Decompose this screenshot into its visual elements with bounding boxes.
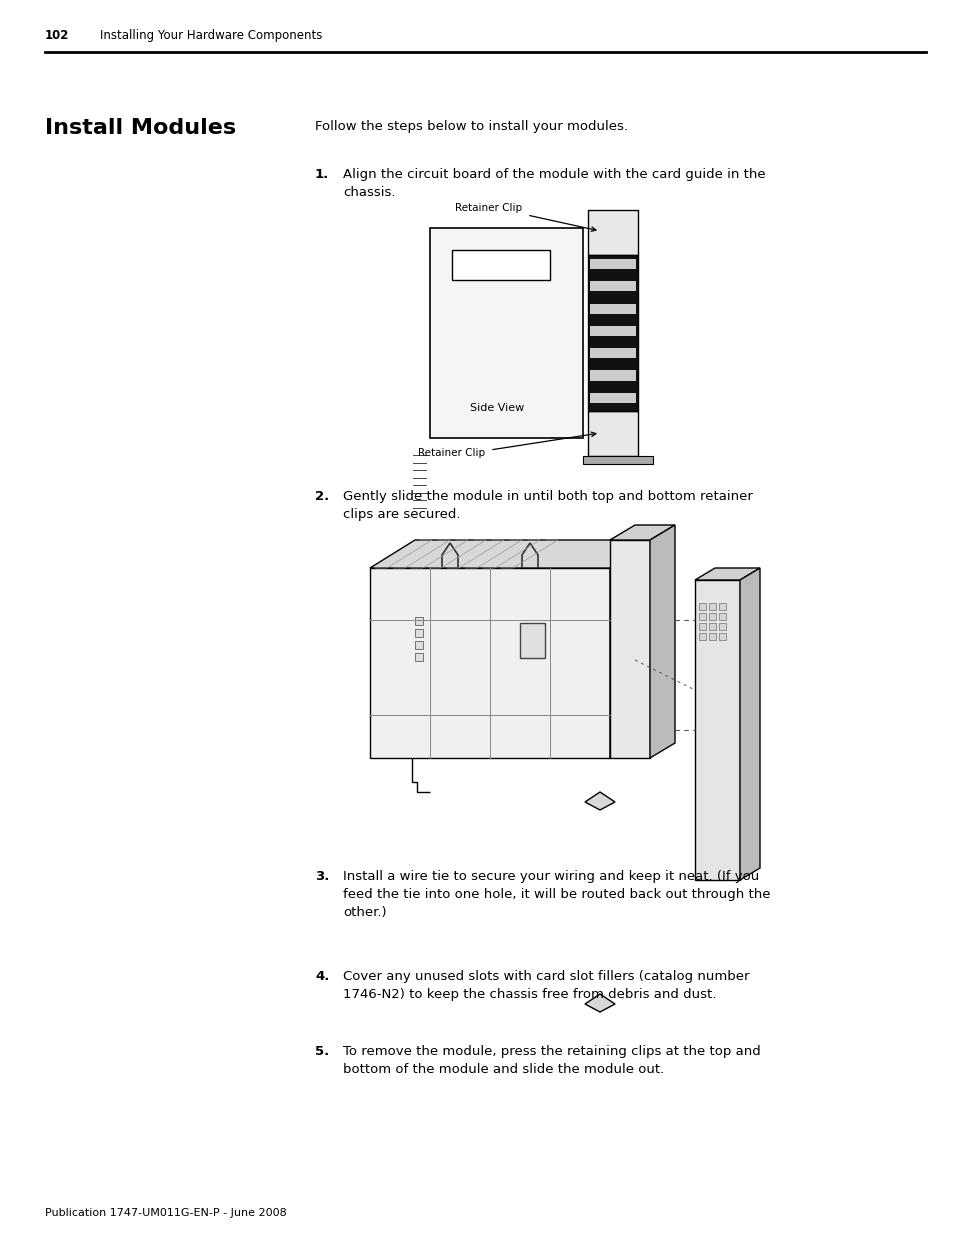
Text: 3.: 3. — [314, 869, 329, 883]
Polygon shape — [695, 580, 740, 881]
Bar — [452, 249, 550, 280]
Text: Installing Your Hardware Components: Installing Your Hardware Components — [100, 28, 322, 42]
Bar — [415, 629, 422, 637]
Text: Follow the steps below to install your modules.: Follow the steps below to install your m… — [314, 120, 627, 133]
Bar — [699, 613, 705, 620]
Bar — [589, 326, 636, 336]
Text: 2.: 2. — [314, 490, 329, 503]
Bar — [699, 603, 705, 610]
Text: Install a wire tie to secure your wiring and keep it neat. (If you
feed the tie : Install a wire tie to secure your wiring… — [343, 869, 770, 919]
Text: Retainer Clip: Retainer Clip — [455, 203, 521, 212]
Bar — [589, 370, 636, 380]
Polygon shape — [649, 525, 675, 758]
Bar — [587, 210, 638, 254]
Bar — [708, 634, 716, 640]
Text: 5.: 5. — [314, 1045, 329, 1058]
Text: To remove the module, press the retaining clips at the top and
bottom of the mod: To remove the module, press the retainin… — [343, 1045, 760, 1076]
Polygon shape — [609, 540, 649, 758]
Polygon shape — [695, 568, 760, 580]
Polygon shape — [370, 568, 609, 758]
Bar — [708, 622, 716, 630]
Bar — [589, 282, 636, 291]
Text: Publication 1747-UM011G-EN-P - June 2008: Publication 1747-UM011G-EN-P - June 2008 — [45, 1208, 287, 1218]
Bar — [719, 634, 725, 640]
Text: Side View: Side View — [470, 403, 524, 412]
Polygon shape — [584, 994, 615, 1011]
Polygon shape — [609, 540, 655, 758]
Bar — [589, 393, 636, 403]
Polygon shape — [584, 792, 615, 810]
Text: Cover any unused slots with card slot fillers (catalog number
1746-N2) to keep t: Cover any unused slots with card slot fi… — [343, 969, 749, 1002]
Bar — [415, 653, 422, 661]
Polygon shape — [609, 525, 675, 540]
Text: 4.: 4. — [314, 969, 329, 983]
Bar — [589, 348, 636, 358]
Bar — [699, 634, 705, 640]
Bar — [415, 618, 422, 625]
Bar — [589, 304, 636, 314]
Bar — [589, 259, 636, 269]
Bar — [719, 622, 725, 630]
Bar — [587, 411, 638, 456]
Bar — [415, 641, 422, 650]
Bar — [587, 254, 638, 411]
Bar — [699, 622, 705, 630]
Bar — [519, 622, 544, 658]
Bar — [708, 613, 716, 620]
Bar — [719, 613, 725, 620]
Text: Align the circuit board of the module with the card guide in the
chassis.: Align the circuit board of the module wi… — [343, 168, 765, 199]
FancyBboxPatch shape — [430, 228, 582, 438]
Polygon shape — [370, 540, 655, 568]
Bar — [582, 456, 652, 464]
Bar — [708, 603, 716, 610]
Text: 1.: 1. — [314, 168, 329, 182]
Text: 102: 102 — [45, 28, 70, 42]
Bar — [719, 603, 725, 610]
Text: Retainer Clip: Retainer Clip — [417, 448, 485, 458]
Text: Gently slide the module in until both top and bottom retainer
clips are secured.: Gently slide the module in until both to… — [343, 490, 752, 521]
Text: Install Modules: Install Modules — [45, 119, 236, 138]
Polygon shape — [740, 568, 760, 881]
